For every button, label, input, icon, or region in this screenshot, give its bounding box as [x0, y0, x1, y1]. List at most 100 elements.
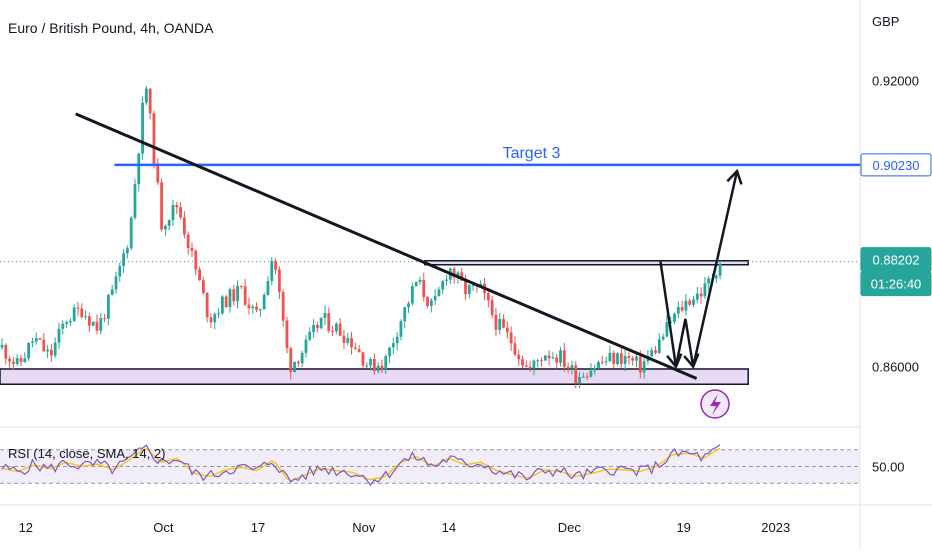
- candle-body: [395, 336, 399, 344]
- candle-body: [486, 293, 490, 301]
- candle-body: [53, 342, 57, 356]
- candle-body: [543, 355, 547, 361]
- candle-body: [433, 296, 437, 301]
- time-tick: 2023: [761, 520, 790, 535]
- candle-body: [8, 358, 11, 362]
- candle-body: [357, 349, 361, 353]
- candle-body: [137, 153, 141, 185]
- candle-body: [182, 217, 186, 235]
- candle-body: [141, 102, 144, 154]
- candle-body: [707, 278, 711, 284]
- candle-body: [319, 317, 323, 329]
- candle-body: [80, 308, 84, 318]
- candle-body: [160, 182, 163, 230]
- candle-body: [619, 353, 623, 364]
- candle-body: [365, 365, 369, 367]
- candle-body: [391, 343, 395, 348]
- candle-body: [76, 307, 80, 309]
- candle-body: [266, 281, 270, 295]
- lightning-icon: [700, 389, 730, 419]
- candle-body: [179, 207, 182, 218]
- candle-body: [574, 365, 578, 384]
- candle-body: [589, 370, 593, 377]
- candle-body: [232, 289, 236, 302]
- candle-body: [528, 366, 532, 369]
- candle-body: [312, 324, 315, 333]
- candle-body: [718, 263, 722, 276]
- candle-body: [308, 332, 312, 340]
- candle-body: [277, 269, 281, 293]
- candle-body: [669, 321, 673, 323]
- candle-body: [122, 253, 125, 266]
- candle-body: [334, 323, 338, 332]
- candle-body: [289, 348, 293, 372]
- candle-body: [597, 362, 600, 369]
- candle-body: [270, 260, 274, 282]
- candle-body: [559, 350, 562, 363]
- candle-body: [593, 368, 597, 371]
- candle-body: [220, 296, 224, 314]
- candle-body: [673, 313, 676, 322]
- candle-body: [562, 350, 566, 367]
- candle-body: [498, 319, 502, 330]
- time-tick: Nov: [352, 520, 376, 535]
- candle-body: [407, 303, 410, 308]
- candle-body: [616, 353, 619, 364]
- candle-body: [547, 355, 551, 359]
- rsi-line: [1, 444, 721, 487]
- projection-path: [659, 170, 739, 367]
- candle-body: [692, 299, 695, 305]
- candle-body: [209, 317, 213, 323]
- candle-body: [87, 316, 91, 326]
- candle-body: [19, 358, 23, 362]
- candle-body: [464, 280, 467, 294]
- candle-body: [190, 247, 194, 251]
- candle-body: [471, 285, 475, 287]
- candle-body: [129, 217, 133, 249]
- candle-body: [467, 285, 471, 294]
- candle-body: [84, 316, 87, 318]
- candle-body: [217, 313, 220, 315]
- candle-body: [251, 306, 255, 309]
- candle-body: [243, 286, 247, 305]
- arrow-head: [666, 353, 683, 369]
- candle-body: [536, 360, 540, 362]
- candle-body: [255, 306, 258, 310]
- candle-body: [103, 318, 106, 320]
- candle-body: [46, 349, 49, 352]
- candles: [0, 85, 722, 389]
- candle-body: [350, 337, 353, 348]
- candle-body: [262, 294, 266, 310]
- candle-body: [684, 300, 688, 311]
- candle-body: [34, 338, 38, 342]
- candle-body: [612, 352, 616, 364]
- candle-body: [452, 268, 456, 278]
- target-price-label: 0.90230: [860, 153, 932, 177]
- candle-body: [540, 360, 543, 362]
- time-tick: 12: [19, 520, 33, 535]
- candle-body: [714, 275, 718, 279]
- candle-body: [570, 365, 574, 369]
- candle-body: [661, 336, 665, 340]
- candle-body: [285, 320, 289, 349]
- candle-body: [490, 300, 494, 315]
- candle-body: [61, 323, 65, 329]
- target-label: Target 3: [503, 145, 561, 162]
- candle-body: [361, 352, 365, 366]
- price-tick: 0.92000: [872, 74, 919, 89]
- candle-body: [175, 204, 179, 208]
- candle-body: [205, 292, 209, 318]
- candle-body: [0, 345, 4, 348]
- candle-body: [114, 276, 118, 290]
- candle-body: [15, 358, 19, 364]
- candle-body: [57, 328, 61, 343]
- candle-body: [65, 322, 68, 324]
- time-tick: Oct: [153, 520, 174, 535]
- candle-body: [654, 350, 657, 353]
- candle-body: [555, 357, 559, 363]
- candle-body: [502, 319, 505, 328]
- rsi-label: RSI (14, close, SMA, 14, 2): [8, 446, 166, 461]
- candle-body: [445, 279, 448, 281]
